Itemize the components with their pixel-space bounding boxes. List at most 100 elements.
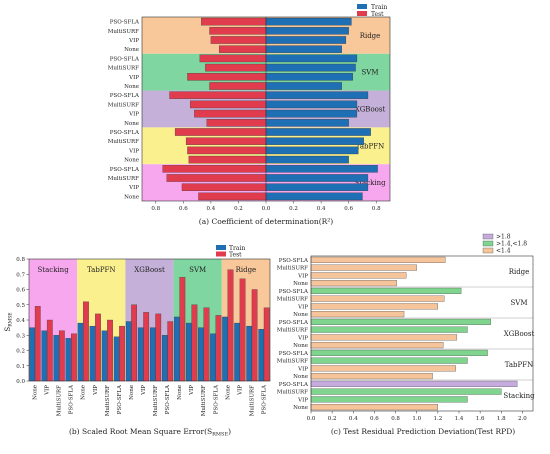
- rpd-bar: [310, 295, 445, 302]
- legend-train-label: Train: [229, 245, 245, 252]
- rpd-row-label: VIP: [297, 366, 308, 372]
- srmse-x-tick-label: None: [129, 385, 135, 400]
- r2-test-bar: [219, 45, 267, 53]
- rpd-x-tick-label: 0.4: [349, 416, 358, 422]
- rpd-bar: [310, 349, 488, 356]
- srmse-x-tick-label: VIP: [237, 385, 243, 396]
- srmse-train-bar: [258, 328, 265, 382]
- srmse-train-bar: [113, 336, 120, 382]
- rpd-row-label: MultiSURF: [277, 328, 308, 334]
- legend-test-swatch: [216, 251, 226, 257]
- rpd-bar: [310, 342, 444, 349]
- r2-test-bar: [188, 155, 267, 164]
- r2-x-tick-label: 0.8: [151, 206, 160, 212]
- r2-row-label: PSO-SFLA: [110, 56, 140, 62]
- srmse-train-bar: [149, 327, 156, 382]
- rpd-plot-frame: [310, 255, 534, 412]
- r2-train-bar: [265, 63, 356, 72]
- rpd-bar: [310, 280, 397, 287]
- rpd-x-tick-label: 1.8: [497, 416, 506, 422]
- rpd-x-tick-label: 1.4: [455, 416, 464, 422]
- rpd-bar: [310, 365, 456, 372]
- r2-row-label: MultiSURF: [108, 66, 139, 72]
- rpd-legend-swatch: [482, 247, 494, 254]
- rpd-bar: [310, 303, 439, 310]
- rpd-x-tick-label: 2.0: [518, 416, 527, 422]
- srmse-group-label: TabPFN: [87, 266, 115, 274]
- rpd-row-label: PSO-SFLA: [279, 351, 309, 357]
- srmse-train-bar: [89, 325, 96, 382]
- rpd-row-label: MultiSURF: [277, 359, 308, 365]
- rpd-x-tick-label: 1.2: [433, 416, 442, 422]
- rpd-bar: [310, 287, 462, 294]
- srmse-x-tick-label: VIP: [45, 385, 51, 396]
- r2-row-label: VIP: [128, 185, 139, 191]
- srmse-x-tick-label: PSO-SFLA: [261, 384, 267, 414]
- srmse-y-axis-label: SRMSE: [4, 312, 14, 331]
- r2-train-bar: [265, 73, 353, 81]
- rpd-row-label: PSO-SFLA: [279, 258, 309, 264]
- srmse-test-bar: [179, 277, 186, 382]
- r2-test-bar: [181, 183, 267, 191]
- r2-test-bar: [174, 128, 267, 136]
- r2-train-bar: [265, 192, 363, 201]
- srmse-test-bar: [167, 321, 174, 382]
- r2-row-label: PSO-SFLA: [110, 130, 140, 136]
- r2-row-label: VIP: [128, 38, 139, 44]
- srmse-x-tick-label: PSO-SFLA: [213, 384, 219, 414]
- srmse-test-bar: [155, 313, 162, 382]
- r2-train-bar: [265, 155, 349, 164]
- srmse-test-bar: [263, 307, 270, 382]
- srmse-y-tick-label: 0.2: [16, 349, 25, 355]
- r2-train-bar: [265, 91, 369, 99]
- r2-train-bar: [265, 174, 369, 182]
- srmse-x-tick-label: MultiSURF: [153, 385, 159, 416]
- legend-test-swatch: [357, 11, 367, 16]
- r2-x-tick-label: 0.8: [372, 206, 381, 212]
- r2-test-bar: [205, 63, 267, 72]
- r2-x-tick-label: 0.0: [262, 206, 271, 212]
- rpd-legend: >1.8>1.4,<1.8<1.4: [482, 234, 527, 255]
- r2-row-label: PSO-SFLA: [110, 20, 140, 26]
- r2-test-bar: [194, 109, 267, 118]
- r2-train-bar: [265, 27, 349, 35]
- rpd-row-label: None: [293, 312, 308, 318]
- r2-test-bar: [209, 27, 267, 35]
- rpd-group-label: Ridge: [509, 268, 530, 276]
- rpd-row-label: None: [293, 374, 308, 380]
- r2-x-tick-label: 0.6: [179, 206, 188, 212]
- srmse-train-bar: [101, 330, 108, 382]
- srmse-test-bar: [215, 315, 222, 382]
- rpd-bar: [310, 357, 468, 364]
- r2-row-label: MultiSURF: [108, 29, 139, 35]
- r2-caption: (a) Coefficient of determination(R²): [199, 217, 333, 226]
- srmse-x-tick-label: MultiSURF: [201, 385, 207, 416]
- srmse-train-bar: [137, 327, 144, 382]
- rpd-legend-label: >1.4,<1.8: [496, 241, 527, 248]
- r2-row-label: VIP: [128, 148, 139, 154]
- rpd-bar: [310, 334, 458, 341]
- srmse-x-tick-label: None: [225, 385, 231, 400]
- rpd-row-label: MultiSURF: [277, 266, 308, 272]
- rpd-row-label: VIP: [297, 273, 308, 279]
- srmse-y-tick-label: 0.6: [16, 288, 25, 294]
- legend-train-swatch: [216, 245, 226, 250]
- srmse-test-bar: [58, 330, 65, 382]
- r2-group-label: Ridge: [360, 32, 381, 40]
- r2-test-bar: [209, 82, 267, 90]
- srmse-test-bar: [131, 304, 138, 382]
- rpd-row-label: PSO-SFLA: [279, 289, 309, 295]
- rpd-caption: (c) Test Residual Prediction Deviation(T…: [331, 427, 515, 436]
- srmse-x-tick-label: VIP: [93, 385, 99, 396]
- srmse-x-tick-label: PSO-SFLA: [165, 384, 171, 414]
- srmse-test-bar: [46, 319, 53, 382]
- rpd-row-label: None: [293, 405, 308, 411]
- srmse-train-bar: [161, 335, 168, 382]
- srmse-caption-sub: RMSE: [212, 432, 228, 438]
- r2-row-label: None: [124, 158, 139, 164]
- r2-row-label: PSO-SFLA: [110, 93, 140, 99]
- legend-test-label: Test: [229, 251, 242, 258]
- srmse-group-label: Stacking: [38, 266, 70, 274]
- rpd-row-label: VIP: [297, 304, 308, 310]
- srmse-train-bar: [41, 330, 48, 382]
